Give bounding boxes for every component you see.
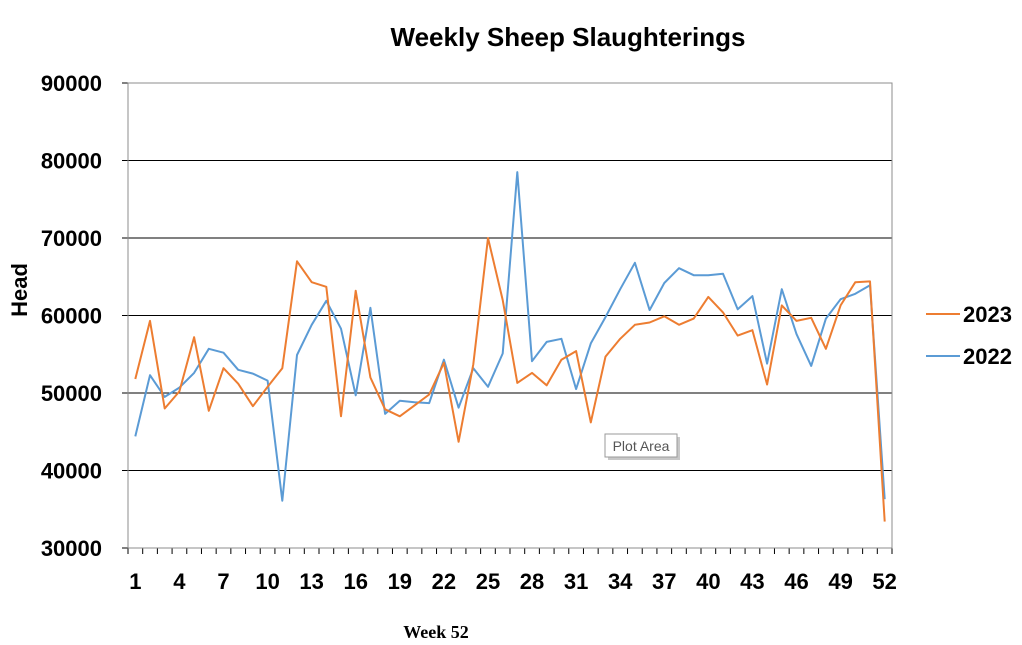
y-tick-label: 90000	[41, 71, 102, 96]
legend-label-2022: 2022	[963, 344, 1012, 369]
tooltip-box	[604, 433, 678, 458]
y-axis-ticks: 30000 40000 50000 60000 70000 80000 90000	[41, 71, 128, 561]
x-axis-label: Week 52	[403, 622, 469, 642]
x-tick-label: 31	[564, 569, 588, 594]
x-tick-label: 40	[696, 569, 720, 594]
x-tick-label: 52	[872, 569, 896, 594]
x-tick-label: 13	[299, 569, 323, 594]
x-tick-label: 10	[255, 569, 279, 594]
x-tick-label: 34	[608, 569, 633, 594]
x-axis-ticks: 1 4 7 10 13 16 19 22 25 28 31 34 37 40 43 46 49 52	[127, 548, 897, 594]
x-tick-label: 37	[652, 569, 676, 594]
series-line-2022	[134, 171, 886, 502]
x-tick-label: 4	[173, 569, 186, 594]
x-tick-label: 49	[828, 569, 852, 594]
y-tick-label: 60000	[41, 304, 102, 329]
legend: 2023 2022	[926, 302, 1012, 369]
tooltip-label: Plot Area	[613, 438, 670, 454]
x-tick-label: 28	[520, 569, 544, 594]
x-tick-label: 7	[217, 569, 229, 594]
y-tick-label: 80000	[41, 149, 102, 174]
y-tick-label: 30000	[41, 536, 102, 561]
x-tick-label: 1	[129, 569, 141, 594]
y-tick-label: 70000	[41, 226, 102, 251]
x-tick-label: 19	[388, 569, 412, 594]
x-tick-label: 16	[343, 569, 367, 594]
x-tick-label: 46	[784, 569, 808, 594]
y-axis-label: Head	[7, 263, 32, 317]
x-tick-label: 22	[432, 569, 456, 594]
plot-area-tooltip: Plot Area	[604, 433, 680, 460]
y-tick-label: 50000	[41, 381, 102, 406]
y-tick-label: 40000	[41, 459, 102, 484]
series-line-2023	[134, 237, 886, 522]
series-lines	[134, 171, 886, 522]
x-tick-label: 25	[476, 569, 500, 594]
chart-title: Weekly Sheep Slaughterings	[391, 22, 746, 52]
legend-label-2023: 2023	[963, 302, 1012, 327]
plot-area-frame[interactable]	[127, 82, 893, 549]
x-tick-label: 43	[740, 569, 764, 594]
